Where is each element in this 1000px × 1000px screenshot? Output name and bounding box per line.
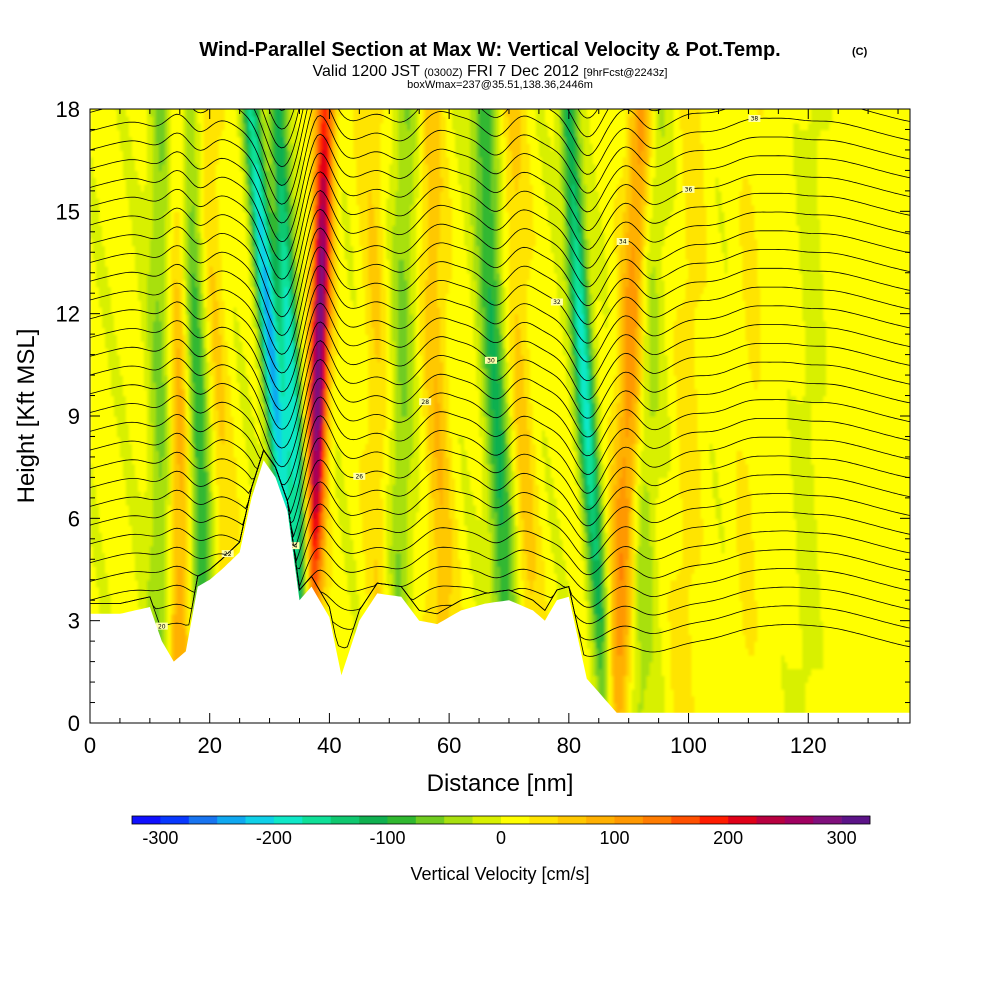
chart-subtitle: Valid 1200 JST (0300Z) FRI 7 Dec 2012 [9… [313,63,668,80]
chart-subtitle-box: boxWmax=237@35.51,138.36,2446m [407,79,593,91]
subtitle-utc: (0300Z) [424,67,463,79]
chart-title: Wind-Parallel Section at Max W: Vertical… [199,39,780,61]
subtitle-date: FRI 7 Dec 2012 [467,63,579,80]
title-mark: (C) [852,46,868,58]
subtitle-valid: Valid 1200 JST [313,63,421,80]
subtitle-fcst: [9hrFcst@2243z] [584,67,668,79]
